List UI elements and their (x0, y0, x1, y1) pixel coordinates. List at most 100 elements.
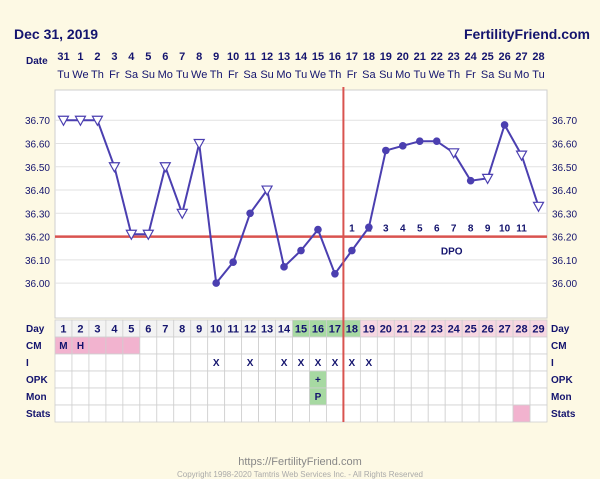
temp-point-open (515, 150, 528, 162)
grid-cell (71, 370, 90, 389)
grid-cell (88, 353, 107, 372)
grid-cell (275, 387, 293, 406)
grid-cell (105, 353, 124, 372)
grid-cell (529, 370, 548, 389)
grid-cell (478, 387, 497, 406)
grid-cell (139, 370, 158, 389)
temp-point (398, 142, 407, 150)
grid-cell (105, 387, 124, 406)
grid-cell (156, 404, 175, 423)
date-label: 11 (244, 51, 256, 63)
day-number: 3 (94, 324, 100, 336)
day-number: 23 (431, 324, 443, 336)
grid-cell (326, 370, 344, 389)
grid-cell (139, 404, 158, 423)
grid-cell (444, 336, 463, 355)
grid-cell (343, 370, 361, 389)
grid-cell (190, 336, 209, 355)
temp-point-open (125, 229, 138, 241)
dpo-caption-box (430, 243, 471, 258)
weekday-label: Fr (228, 69, 239, 81)
y-tick-right: 36.10 (552, 256, 577, 267)
temp-point-open (91, 115, 104, 127)
grid-cell (461, 370, 480, 389)
date-label: 8 (196, 51, 202, 63)
date-label: 5 (145, 51, 151, 63)
temp-point-open (193, 138, 206, 150)
day-number: 27 (498, 324, 510, 336)
date-label: 13 (278, 51, 290, 63)
y-tick-right: 36.50 (552, 163, 577, 174)
grid-cell (105, 336, 124, 355)
grid-cell (54, 404, 73, 423)
date-label: 18 (363, 51, 375, 63)
day-number: 14 (278, 324, 291, 336)
y-tick-right: 36.30 (552, 209, 577, 220)
row-label-left: Day (26, 324, 45, 335)
grid-cell (88, 404, 107, 423)
grid-cell (495, 387, 514, 406)
weekday-label: Fr (347, 69, 358, 81)
y-tick-left: 36.10 (25, 256, 50, 267)
date-row-label: Date (26, 56, 48, 67)
date-label: 4 (128, 51, 135, 63)
weekday-label: Mo (514, 69, 529, 81)
dpo-label: 9 (485, 224, 491, 235)
grid-cell (275, 404, 293, 423)
day-number: 12 (244, 324, 256, 336)
temp-point (212, 279, 220, 287)
monitor-value: P (315, 392, 322, 403)
date-label: 25 (481, 51, 493, 63)
dpo-caption: DPO (441, 247, 463, 258)
grid-cell (393, 336, 412, 355)
dpo-label: 6 (434, 224, 440, 235)
day-number: 8 (179, 324, 185, 336)
grid-cell (190, 353, 209, 372)
temp-point (297, 246, 305, 255)
grid-cell (241, 370, 259, 389)
brand-logo[interactable]: FertilityFriend.com (463, 26, 590, 42)
y-tick-left: 36.40 (25, 186, 50, 197)
date-label: 12 (261, 51, 273, 63)
day-number: 18 (346, 324, 358, 336)
grid-cell (139, 353, 158, 372)
grid-cell (512, 404, 531, 423)
grid-cell (326, 336, 344, 355)
row-label-left: OPK (26, 375, 48, 386)
day-number: 24 (448, 324, 461, 336)
dpo-label: 4 (400, 224, 406, 235)
y-tick-left: 36.70 (25, 116, 50, 127)
day-number: 26 (481, 324, 493, 336)
dpo-label: 3 (383, 224, 389, 235)
grid-cell (292, 404, 310, 423)
grid-cell (207, 404, 226, 423)
weekday-label: Tu (295, 69, 307, 81)
temp-point (382, 146, 390, 155)
day-number: 11 (227, 324, 239, 336)
temp-point (246, 209, 254, 218)
grid-cell (71, 387, 90, 406)
y-tick-right: 36.60 (552, 140, 577, 151)
intercourse-mark: X (213, 358, 220, 369)
day-number: 1 (60, 324, 66, 336)
footer-url[interactable]: https://FertilityFriend.com (238, 456, 362, 468)
temp-point (314, 225, 322, 234)
grid-cell (343, 404, 361, 423)
dpo-label: 8 (468, 224, 474, 235)
opk-value: + (315, 375, 321, 386)
grid-cell (343, 336, 361, 355)
date-label: 19 (380, 51, 392, 63)
grid-cell (529, 404, 548, 423)
grid-cell (88, 387, 107, 406)
grid-cell (156, 336, 175, 355)
grid-cell (173, 353, 192, 372)
grid-cell (410, 336, 429, 355)
grid-cell (190, 387, 209, 406)
temp-point-open (57, 115, 70, 127)
grid-cell (258, 387, 276, 406)
grid-cell (495, 404, 514, 423)
y-tick-left: 36.60 (25, 140, 50, 151)
intercourse-mark: X (349, 358, 356, 369)
weekday-label: Th (210, 69, 223, 81)
weekday-label: Tu (532, 69, 544, 81)
